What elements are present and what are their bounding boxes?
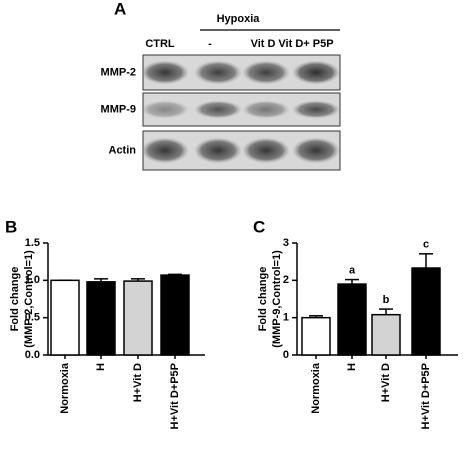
bar	[337, 283, 367, 356]
bar	[301, 316, 331, 356]
bar	[86, 281, 116, 356]
row-label: MMP-2	[101, 66, 136, 78]
significance-label: a	[349, 264, 356, 276]
bar	[50, 279, 80, 356]
x-tick-label: H+Vit D	[380, 363, 392, 402]
y-axis-label: (MMP-9,Control=1)	[271, 250, 283, 348]
band	[194, 60, 242, 85]
bar	[160, 274, 190, 356]
band	[242, 60, 290, 85]
band	[141, 137, 189, 164]
y-axis-label: Fold change	[9, 267, 21, 332]
lane-label: -	[208, 38, 212, 50]
panel-label: A	[114, 0, 126, 18]
y-tick-label: 0	[283, 349, 289, 361]
group-label: Hypoxia	[217, 13, 261, 25]
bar	[371, 313, 401, 356]
panel-label: C	[253, 217, 265, 236]
bar	[411, 267, 441, 356]
x-tick-label: Normoxia	[310, 362, 322, 414]
band	[194, 100, 242, 119]
y-tick-label: 1	[283, 312, 289, 324]
bar	[123, 280, 153, 356]
panel-label: B	[5, 217, 17, 236]
y-tick-label: 1.0	[25, 274, 40, 286]
y-tick-label: 1.5	[25, 237, 40, 249]
band	[194, 137, 242, 164]
y-axis-label: Fold change	[257, 267, 269, 332]
x-tick-label: H+Vit D+P5P	[169, 363, 181, 429]
band	[141, 60, 189, 85]
lane-label: CTRL	[145, 38, 175, 50]
band	[292, 60, 340, 85]
y-tick-label: 3	[283, 237, 289, 249]
band	[242, 100, 290, 119]
x-tick-label: Normoxia	[59, 362, 71, 414]
band	[292, 137, 340, 164]
x-tick-label: H+Vit D	[132, 363, 144, 402]
significance-label: b	[383, 294, 390, 306]
x-tick-label: H	[346, 363, 358, 371]
y-tick-label: 0.5	[25, 312, 40, 324]
x-tick-label: H+Vit D+P5P	[420, 363, 432, 429]
x-tick-label: H	[95, 363, 107, 371]
row-label: MMP-9	[101, 103, 136, 115]
band	[242, 137, 290, 164]
y-axis-label: (MMP-2,Control=1)	[23, 250, 35, 348]
y-tick-label: 0.0	[25, 349, 40, 361]
lane-label: Vit D+ P5P	[278, 38, 333, 50]
band	[292, 100, 340, 119]
significance-label: c	[423, 239, 429, 251]
y-tick-label: 2	[283, 274, 289, 286]
band	[141, 100, 189, 119]
lane-label: Vit D	[251, 38, 276, 50]
row-label: Actin	[109, 144, 137, 156]
